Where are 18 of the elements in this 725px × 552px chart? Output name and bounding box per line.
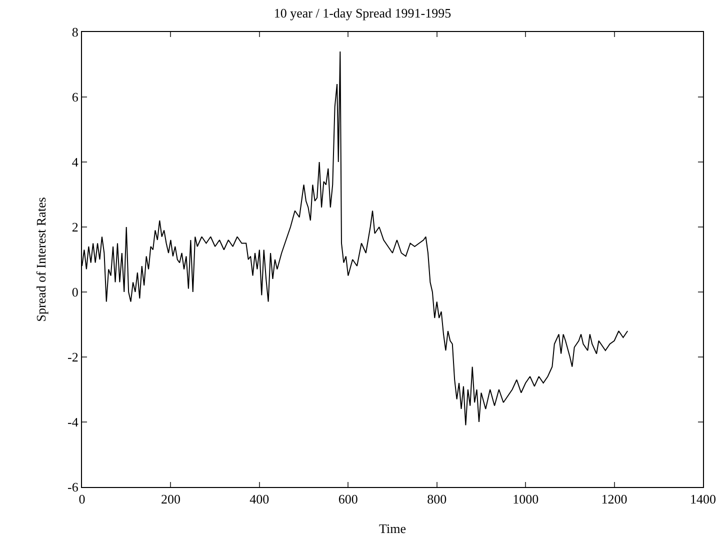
y-tick-label: -2 (68, 350, 78, 365)
y-tick-label: 4 (72, 154, 79, 170)
y-tick-label: 2 (72, 220, 78, 235)
x-tick-label: 1400 (690, 492, 716, 507)
y-tick-label: 6 (72, 90, 79, 105)
y-tick-label: 8 (72, 24, 78, 40)
x-tick-label: 1000 (512, 492, 539, 507)
y-tick-label: -6 (68, 480, 79, 495)
y-tick-label: 0 (72, 284, 78, 300)
x-tick-label: 800 (427, 492, 447, 507)
y-tick-label: -4 (68, 414, 79, 430)
chart-title: 10 year / 1-day Spread 1991-1995 (274, 5, 452, 20)
x-tick-label: 200 (160, 492, 180, 507)
x-tick-label: 600 (338, 492, 358, 507)
x-axis-title: Time (379, 521, 406, 536)
x-tick-label: 400 (250, 492, 270, 507)
y-axis-title: Spread of Interest Rates (34, 197, 49, 322)
x-tick-label: 1200 (601, 492, 628, 507)
